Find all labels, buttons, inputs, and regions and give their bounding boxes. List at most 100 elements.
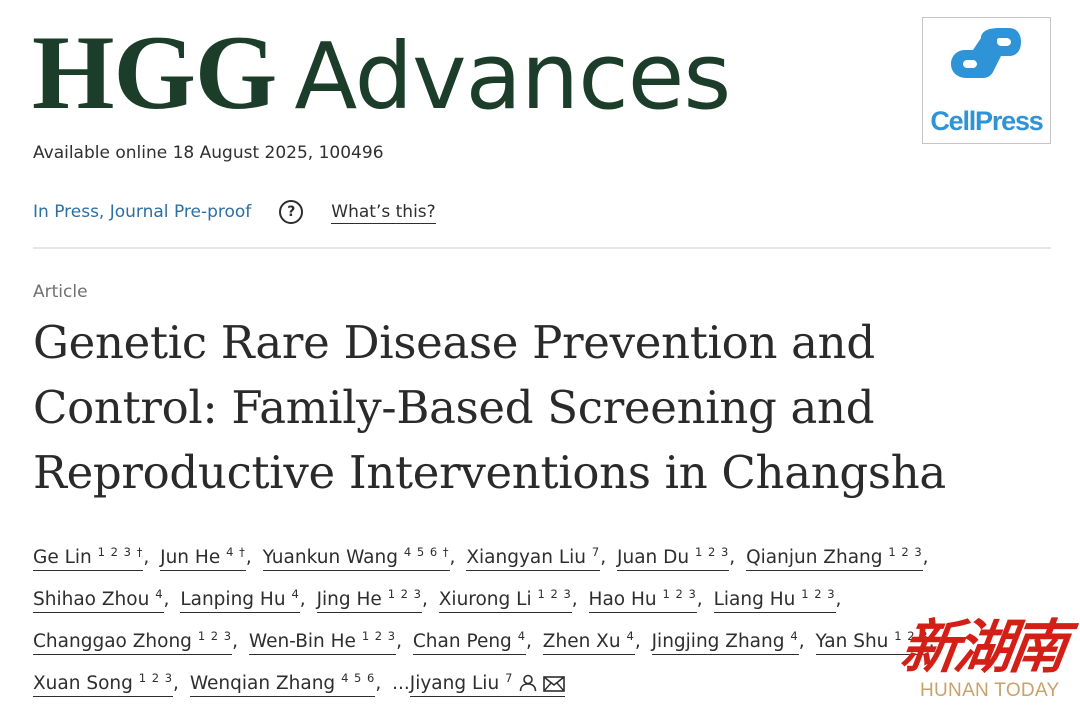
author-link[interactable]: Wen-Bin He 1 2 3 (248, 629, 397, 655)
author-link[interactable]: Xiangyan Liu 7 (466, 545, 601, 571)
author-separator: , (729, 547, 736, 568)
journal-name-bold: HGG (32, 14, 277, 131)
author-separator: , (571, 589, 578, 610)
author-link[interactable]: Qianjun Zhang 1 2 3 (746, 545, 923, 571)
cellpress-wordmark: CellPress (930, 106, 1043, 136)
envelope-icon[interactable] (543, 668, 566, 705)
author-name: Liang Hu (713, 589, 796, 610)
author-separator: , (922, 547, 929, 568)
author-separator: , (449, 547, 456, 568)
author-separator: , (245, 547, 252, 568)
author-affiliation-sup: 4 (790, 629, 799, 643)
author-separator: , (526, 631, 532, 652)
author-name: Jun He (160, 547, 221, 568)
author-name: Jiyang Liu (409, 673, 500, 694)
author-link[interactable]: Liang Hu 1 2 3 (713, 587, 836, 613)
author-link[interactable]: Jiyang Liu 7 (409, 671, 566, 697)
journal-title[interactable]: HGG Advances (32, 12, 731, 131)
author-affiliation-sup: 4 5 6 † (403, 545, 450, 559)
author-separator: , (163, 589, 170, 610)
author-affiliation-sup: 1 2 3 (197, 629, 233, 643)
author-affiliation-sup: 1 2 3 (387, 587, 422, 601)
person-icon[interactable] (519, 668, 537, 705)
author-name: Jingjing Zhang (651, 631, 785, 652)
author-affiliation-sup: 1 2 3 (361, 629, 397, 643)
author-affiliation-sup: 1 2 3 † (97, 545, 144, 559)
author-link[interactable]: Jingjing Zhang 4 (651, 629, 799, 655)
author-affiliation-sup: 4 (155, 587, 164, 601)
author-link[interactable]: Wenqian Zhang 4 5 6 (189, 671, 376, 697)
header-divider (33, 247, 1051, 249)
cellpress-logo[interactable]: CellPress (922, 17, 1051, 144)
author-name: Xiurong Li (438, 589, 532, 610)
author-separator: , (928, 631, 935, 652)
author-affiliation-sup: 4 5 6 (341, 671, 376, 685)
author-link[interactable]: Juan Du 1 2 3 (617, 545, 730, 571)
author-link[interactable]: Zhen Xu 4 (542, 629, 635, 655)
in-press-link[interactable]: In Press, Journal Pre-proof (33, 202, 252, 222)
author-affiliation-sup: 7 (505, 671, 514, 685)
author-separator: , (396, 631, 402, 652)
author-link[interactable]: Chan Peng 4 (412, 629, 527, 655)
author-separator: , (634, 631, 641, 652)
author-name: Jing He (316, 589, 382, 610)
author-name: Wen-Bin He (248, 631, 356, 652)
article-status-row: In Press, Journal Pre-proof ? What’s thi… (33, 197, 436, 227)
hunan-today-watermark: 新湖南 HUNAN TODAY (897, 600, 1076, 706)
author-name: Changgao Zhong (33, 631, 192, 652)
author-name: Yuankun Wang (262, 547, 398, 568)
author-link[interactable]: Shihao Zhou 4 (33, 587, 164, 613)
author-name: Zhen Xu (542, 631, 621, 652)
author-name: Lanping Hu (180, 589, 286, 610)
author-affiliation-sup: 4 † (226, 545, 246, 559)
author-separator: , (232, 631, 238, 652)
author-separator: , (600, 547, 607, 568)
author-link[interactable]: Xiurong Li 1 2 3 (438, 587, 572, 613)
author-name: Wenqian Zhang (189, 673, 336, 694)
author-name: Xuan Song (33, 673, 133, 694)
author-name: Chan Peng (412, 631, 512, 652)
cellpress-mark-icon (951, 28, 1021, 78)
author-name: Xiangyan Liu (466, 547, 587, 568)
author-affiliation-sup: 1 2 3 (695, 545, 730, 559)
author-link[interactable]: Xuan Song 1 2 3 (33, 671, 174, 697)
author-link[interactable]: Lanping Hu 4 (180, 587, 300, 613)
watermark-chinese-text: 新湖南 (896, 613, 1069, 681)
author-name: Juan Du (617, 547, 690, 568)
question-circle-icon[interactable]: ? (279, 200, 304, 224)
whats-this-link[interactable]: What’s this? (331, 201, 436, 224)
author-separator: , (143, 547, 150, 568)
author-link[interactable]: Jing He 1 2 3 (316, 587, 422, 613)
author-link[interactable]: Hao Hu 1 2 3 (588, 587, 697, 613)
author-affiliation-sup: 1 2 3 (894, 629, 929, 643)
author-affiliation-sup: 1 2 3 (888, 545, 923, 559)
author-affiliation-sup: 4 (291, 587, 300, 601)
author-separator: , (375, 673, 382, 694)
author-separator: , (696, 589, 703, 610)
author-name: Hao Hu (588, 589, 657, 610)
author-name: Qianjun Zhang (746, 547, 883, 568)
author-affiliation-sup: 7 (591, 545, 601, 559)
author-separator: , (173, 673, 179, 694)
author-link[interactable]: Jun He 4 † (160, 545, 246, 571)
author-affiliation-sup: 4 (626, 629, 635, 643)
author-link[interactable]: Yan Shu 1 2 3 (815, 629, 929, 655)
author-name: Ge Lin (33, 547, 92, 568)
author-affiliation-sup: 1 2 3 (801, 587, 836, 601)
author-separator: , (798, 631, 805, 652)
article-title: Genetic Rare Disease Prevention and Cont… (33, 316, 946, 499)
author-affiliation-sup: 4 (517, 629, 527, 643)
author-ellipsis[interactable]: ... (392, 673, 410, 694)
author-separator: , (299, 589, 306, 610)
author-name: Yan Shu (815, 631, 889, 652)
author-list: Ge Lin 1 2 3 †, Jun He 4 †, Yuankun Wang… (33, 534, 1053, 705)
journal-name-light: Advances (294, 23, 731, 130)
author-separator: , (835, 589, 842, 610)
author-affiliation-sup: 1 2 3 (138, 671, 174, 685)
author-name: Shihao Zhou (33, 589, 150, 610)
author-link[interactable]: Changgao Zhong 1 2 3 (33, 629, 233, 655)
author-link[interactable]: Yuankun Wang 4 5 6 † (262, 545, 450, 571)
watermark-english-text: HUNAN TODAY (920, 680, 1060, 701)
author-link[interactable]: Ge Lin 1 2 3 † (33, 545, 144, 571)
author-affiliation-sup: 1 2 3 (537, 587, 572, 601)
